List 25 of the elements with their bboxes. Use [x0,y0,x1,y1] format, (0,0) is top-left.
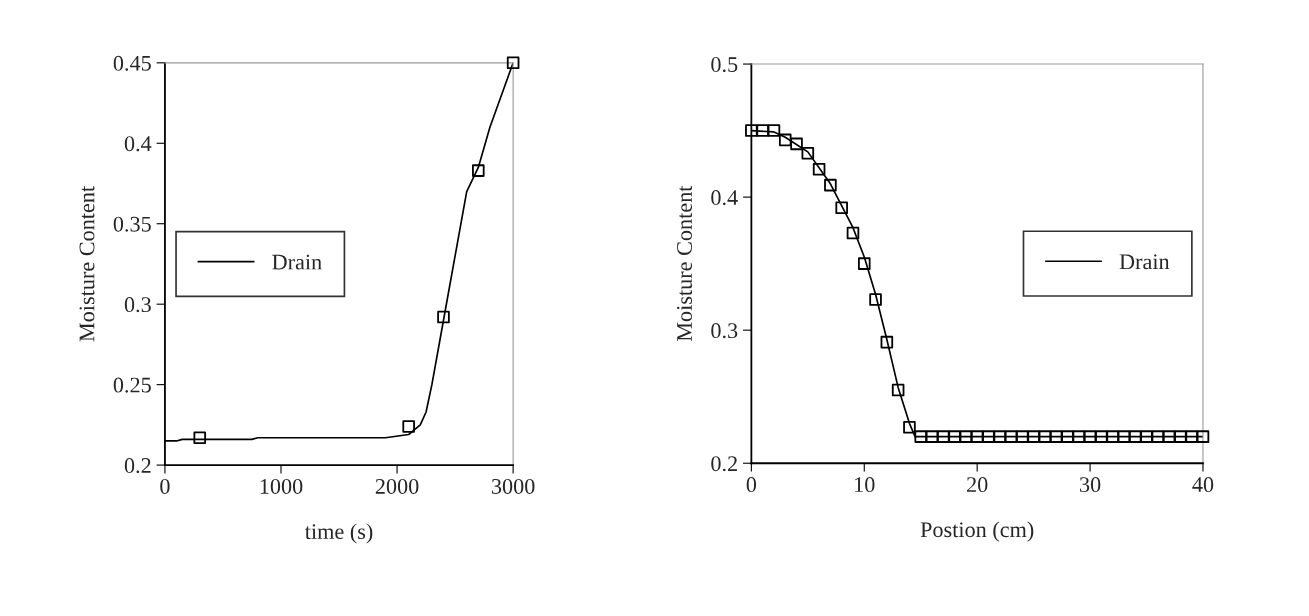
y-tick-label: 0.25 [113,377,151,393]
x-tick-label: 30 [1080,477,1101,493]
x-tick-label: 3000 [491,478,535,494]
y-tick-label: 0.45 [113,55,151,71]
y-tick-label: 0.5 [711,57,738,73]
y-tick-label: 0.3 [124,297,151,313]
x-tick-label: 40 [1192,477,1214,493]
y-axis-title: Moisture Content [677,185,692,342]
y-tick-label: 0.35 [113,216,151,232]
x-tick-label: 10 [855,477,875,493]
y-tick-label: 0.2 [124,458,151,474]
legend-label: Drain [272,254,322,270]
y-tick-label: 0.4 [711,190,738,206]
y-tick-label: 0.2 [711,456,737,472]
x-tick-label: 1000 [260,478,303,494]
y-axis-title: Moisture Content [79,186,95,342]
x-axis-title: Postion (cm) [920,521,1034,542]
x-tick-label: 0 [160,478,170,494]
legend-label: Drain [1119,254,1170,270]
x-axis-title: time (s) [305,523,373,544]
y-tick-label: 0.4 [124,136,152,152]
x-tick-label: 2000 [375,478,419,494]
y-tick-label: 0.3 [711,323,738,339]
x-tick-label: 20 [967,477,988,493]
x-tick-label: 0 [746,477,757,493]
